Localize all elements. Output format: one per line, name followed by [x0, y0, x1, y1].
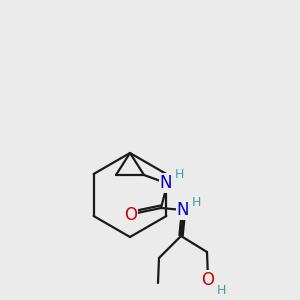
Text: N: N [177, 201, 189, 219]
Text: N: N [160, 174, 172, 192]
Text: O: O [124, 206, 137, 224]
Text: O: O [202, 271, 214, 289]
Text: H: H [191, 196, 201, 208]
Text: H: H [174, 169, 184, 182]
Text: H: H [216, 284, 226, 296]
